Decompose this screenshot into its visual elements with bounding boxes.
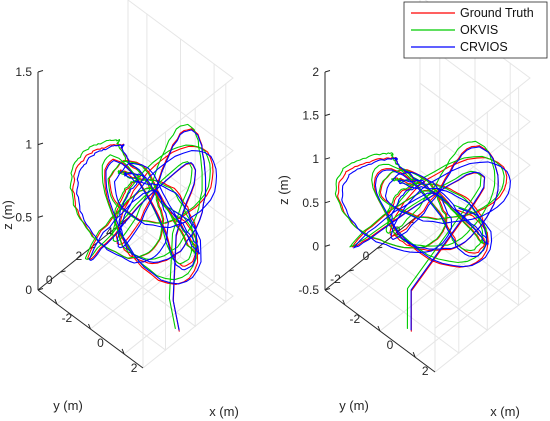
grid-y-1 (377, 112, 488, 332)
z-tick-label: 1 (25, 138, 32, 152)
grid-z-1 (127, 144, 234, 296)
z-axis-label: z (m) (276, 175, 291, 205)
plot-left: 0 0.5 1 1.5 -2 0 2 0 2 4 z (m) x (m) y (m) (0, 0, 239, 419)
y-tick-label: 0 (363, 249, 370, 263)
trajectory-crvios (341, 146, 511, 331)
x-tick-mark (121, 348, 125, 355)
z-tick-label: 1.5 (15, 65, 32, 79)
grid-x-2 (123, 64, 215, 355)
grid-z-1 (419, 169, 531, 329)
x-tick-mark (342, 299, 346, 305)
z-tick-label: 1.5 (302, 109, 319, 123)
z-tick-label: 2 (312, 65, 319, 79)
z-tick-mark (37, 288, 44, 291)
grid-y-2 (408, 87, 520, 307)
x-axis-label: x (m) (209, 404, 239, 419)
x-tick-mark (377, 325, 381, 332)
y-tick-label: 0 (46, 273, 53, 287)
grid-z-2 (419, 126, 531, 286)
x-tick-label: 2 (131, 361, 138, 375)
x-tick-mark (412, 352, 416, 358)
x-tick-label: 2 (422, 364, 429, 378)
z-tick-mark (324, 244, 331, 247)
z-tick-mark (37, 215, 44, 218)
y-tick-mark (60, 270, 66, 273)
grid-z-2 (127, 72, 234, 223)
trajectory-ground-truth (337, 145, 508, 332)
y-axis (324, 213, 421, 291)
z-tick-mark (324, 157, 331, 160)
y-axis-label: y (m) (339, 398, 369, 413)
y-tick-mark (377, 246, 383, 249)
legend-label-ground-truth: Ground Truth (460, 6, 534, 20)
y-tick-mark (348, 269, 354, 272)
z-tick-mark (37, 142, 44, 146)
legend-label-crvios: CRVIOS (460, 40, 508, 54)
z-tick-label: -0.5 (298, 283, 319, 297)
y-axis-label: y (m) (53, 398, 83, 413)
legend: Ground Truth OKVIS CRVIOS (403, 1, 548, 59)
z-tick-mark (324, 200, 331, 204)
y-tick-label: 4 (106, 225, 113, 239)
grid-z-3 (419, 82, 531, 242)
z-tick-mark (37, 70, 44, 73)
grid-y-2 (120, 83, 227, 303)
z-tick-label: 1 (312, 152, 319, 166)
x-tick-label: 0 (387, 338, 394, 352)
trajectory-crvios (76, 129, 218, 331)
x-tick-label: 0 (97, 336, 104, 350)
grid-y-0 (60, 132, 166, 351)
grid-z-3 (127, 0, 234, 151)
z-tick-mark (324, 113, 331, 117)
x-tick-label: -2 (349, 312, 360, 326)
x-axis-label: x (m) (490, 404, 520, 419)
z-tick-mark (324, 70, 331, 73)
z-tick-label: 0 (25, 283, 32, 297)
z-tick-label: 0.5 (302, 196, 319, 210)
grid-x-0 (56, 14, 148, 305)
grid-x-2 (414, 63, 511, 358)
grid-x-0 (344, 10, 441, 306)
y-tick-label: 2 (76, 249, 83, 263)
legend-label-okvis: OKVIS (460, 23, 498, 37)
x-tick-label: -2 (62, 311, 73, 325)
z-tick-mark (324, 288, 331, 291)
z-tick-label: 0 (312, 239, 319, 253)
grid-z-0 (127, 217, 234, 369)
x-tick-mark (54, 298, 58, 305)
grid-x-1 (90, 39, 181, 330)
x-tick-mark (88, 323, 91, 330)
z-axis-label: z (m) (0, 200, 15, 230)
grid-y-0 (348, 135, 460, 354)
z-tick-label: 0.5 (15, 210, 32, 224)
y-tick-label: -2 (330, 272, 341, 286)
